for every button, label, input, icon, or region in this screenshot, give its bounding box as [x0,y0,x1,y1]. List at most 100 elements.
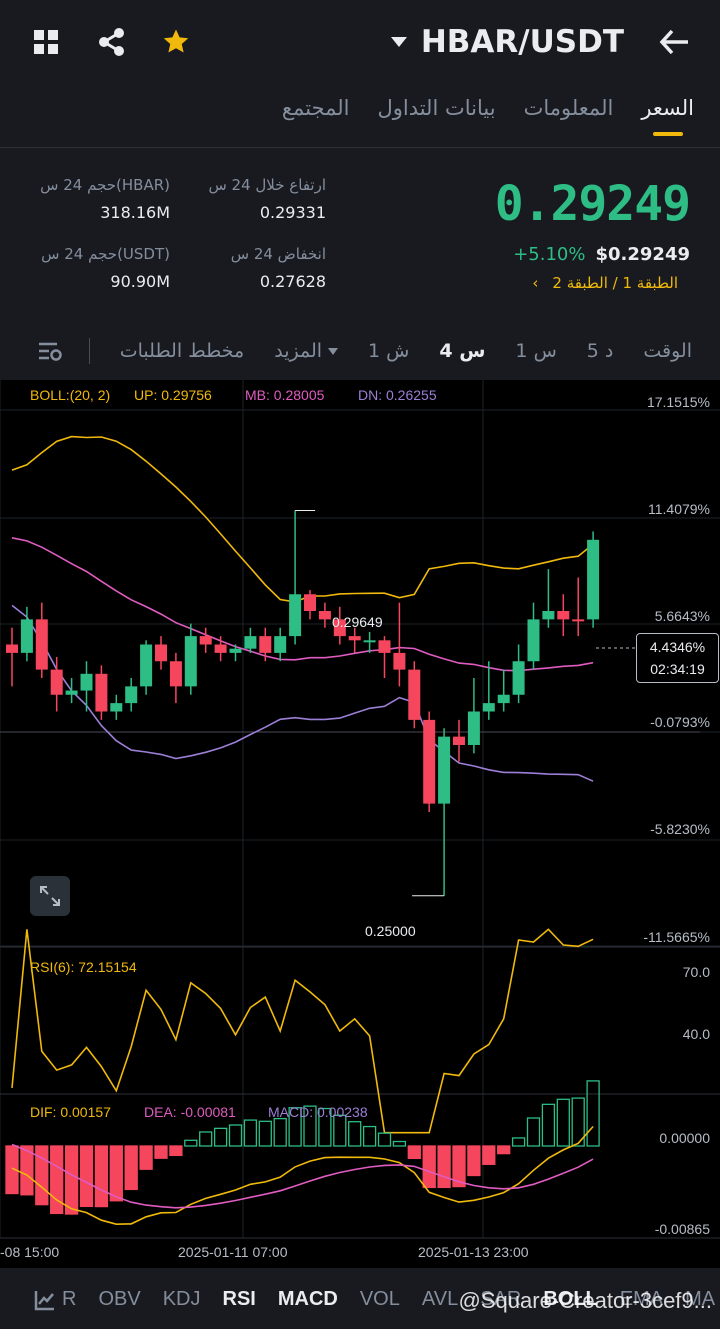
boll-lower-line [11,604,594,782]
candle-body [110,703,123,712]
tab-community[interactable]: المجتمع [281,96,350,120]
price-subrow: +5.10% $0.29249 [513,244,690,265]
rsi-axis-label: 40.0 [682,1026,710,1042]
candle-body [348,636,361,641]
grid-icon[interactable] [26,22,66,62]
low-value: 0.27628 [259,272,326,291]
candle-body [125,686,138,704]
candle-body [184,636,197,687]
candle-body [214,644,227,653]
share-icon[interactable] [92,22,132,62]
chevron-left-icon: ‹ [532,274,539,292]
interval-4h[interactable]: 4 س [439,340,486,362]
candle-body [438,736,451,804]
macd-bar [541,1103,556,1147]
high-label: ارتفاع خلال 24 س [208,176,326,194]
pair-title: HBAR/USDT [420,24,624,60]
macd-axis-label: 0.00000 [659,1130,710,1146]
time-label[interactable]: الوقت [643,340,692,362]
indicator-sar[interactable]: SAR [480,1288,522,1310]
macd-bar [64,1145,79,1215]
indicator-kdj[interactable]: KDJ [162,1288,201,1310]
macd-bar [586,1080,600,1147]
candle-body [467,711,480,745]
interval-bar: الوقت 5 د 1 س 4 س 1 ش المزيد مخطط الطلبا… [3,338,692,364]
macd-bar [273,1117,287,1147]
interval-5d[interactable]: 5 د [586,340,614,362]
indicator-rsi[interactable]: RSI [222,1288,256,1310]
candle-body [363,640,376,643]
more-dropdown[interactable]: المزيد [274,340,339,362]
macd-bar [184,1139,198,1147]
candle-body [587,539,600,620]
macd-bar [124,1145,138,1191]
candle-body [6,644,18,653]
draw-tool-icon[interactable] [34,1289,56,1311]
macd-bar [139,1145,153,1170]
candle-body [140,644,153,687]
boll-middle-line [11,537,594,672]
layer-label: الطبقة 1 / الطبقة 2 [552,274,678,292]
caret-down-icon [328,347,339,355]
layer-tag[interactable]: ‹ الطبقة 1 / الطبقة 2 [532,274,678,292]
pair-selector[interactable]: HBAR/USDT [390,22,624,62]
macd-bar [571,1097,585,1147]
indicator-obv[interactable]: OBV [98,1288,141,1310]
macd-dea-line [11,1143,594,1209]
candle-body [408,669,421,720]
chart-settings-icon[interactable] [37,339,63,363]
candle-body [453,736,465,745]
axis-label: 5.6643% [654,608,710,624]
indicator-r[interactable]: R [62,1288,77,1310]
interval-1m[interactable]: 1 ش [368,340,410,362]
depth-chart-tab[interactable]: مخطط الطلبات [119,340,245,362]
axis-label: -5.8230% [650,821,710,837]
indicator-bar: R OBV KDJ RSI MACD VOL AVL SAR BOLL EMA … [0,1270,720,1329]
back-arrow-icon[interactable] [654,22,694,62]
indicator-ma[interactable]: MA [685,1288,716,1310]
vol-base-label: حجم 24 س(HBAR) [40,176,170,194]
axis-label: -0.0793% [650,714,710,730]
macd-dif: DIF: 0.00157 [30,1104,111,1120]
rsi-axis-label: 70.0 [682,964,710,980]
candle-body [333,619,346,637]
candle-body [393,652,406,670]
countdown: 02:34:19 [650,661,705,677]
candle-body [304,594,316,611]
macd-bar [154,1145,168,1159]
indicator-macd[interactable]: MACD [277,1288,338,1310]
tab-price[interactable]: السعر [641,96,694,136]
chart-area[interactable]: BOLL:(20, 2) UP: 0.29756 MB: 0.28005 DN:… [0,380,720,1268]
boll-mb: MB: 0.28005 [245,387,325,403]
candle-body [482,703,495,712]
candle-body [155,644,167,662]
candle-body [229,648,242,653]
indicator-boll[interactable]: BOLL [543,1288,598,1310]
boll-up: UP: 0.29756 [134,387,212,403]
candle-body [318,611,331,620]
macd-bar [20,1145,34,1196]
star-icon[interactable] [156,22,196,62]
macd-bar [109,1145,123,1202]
tab-info[interactable]: المعلومات [523,96,614,120]
interval-1h[interactable]: 1 س [515,340,557,362]
macd-bar [243,1119,258,1147]
candle-body [557,611,570,620]
indicator-ema[interactable]: EMA [619,1288,664,1310]
axis-label: -11.5665% [643,929,710,945]
macd-bar [318,1107,332,1147]
candle-body [527,619,540,662]
indicator-avl[interactable]: AVL [421,1288,459,1310]
macd-bar [288,1107,302,1147]
rsi-line [11,928,594,1134]
macd-bar [213,1127,228,1147]
last-price: 0.29249 [494,176,691,232]
macd-bar [79,1145,94,1208]
time-axis-label: 2025-01-13 23:00 [418,1244,529,1260]
candle-body [95,673,108,712]
expand-icon[interactable] [30,876,70,916]
indicator-vol[interactable]: VOL [359,1288,400,1310]
tab-trading-data[interactable]: بيانات التداول [377,96,496,120]
candle-body [199,636,212,645]
macd-bar [497,1145,511,1155]
